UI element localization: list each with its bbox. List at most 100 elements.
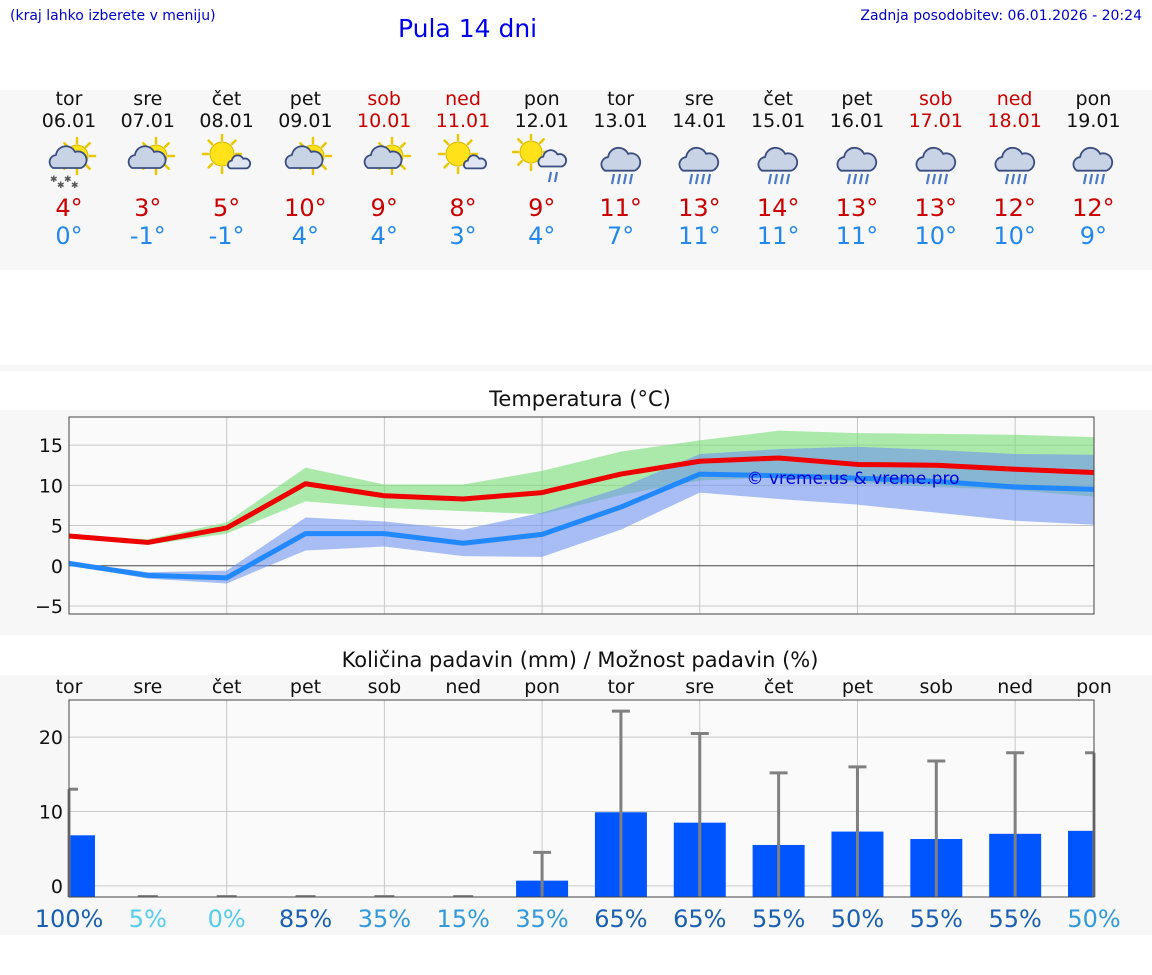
svg-text:✱: ✱ [50,175,58,185]
temp-min: 4° [370,222,398,250]
temp-min: 11° [835,222,879,250]
x-tick-label: pet [290,676,321,698]
range-band-min [69,446,1094,584]
last-updated: Zadnja posodobitev: 06.01.2026 - 20:24 [860,8,1142,24]
day-column: pet 16.01 13° 11° [818,88,896,250]
temp-min: 10° [993,222,1036,250]
day-column: sre 14.01 13° 11° [660,88,738,250]
precip-chart-title: Količina padavin (mm) / Možnost padavin … [341,648,819,672]
temp-min: 10° [914,222,958,250]
temp-max: 10° [284,194,327,222]
precip-chance-label: 65% [673,905,726,933]
daily-forecast: tor 06.01 ✱ ✱ ✱ ✱ 4° 0° sre 07.01 3° -1° čet 08.01 5° -… [30,88,1152,258]
precip-bar [1068,830,1094,897]
day-name: pet [289,88,321,110]
day-date: 08.01 [199,110,254,132]
sunny-small-cloud-icon [437,133,487,175]
x-tick-label: pon [524,676,560,698]
y-tick-label: 15 [39,435,63,457]
y-tick-label: −5 [35,596,63,618]
day-name: pet [841,88,873,110]
day-column: sre 07.01 3° -1° [109,88,187,250]
day-name: pon [523,88,560,110]
precip-chance-label: 65% [594,905,647,933]
y-tick-label: 0 [51,876,63,898]
precip-bar [69,835,95,897]
temp-max: 8° [449,194,477,222]
x-tick-label: pon [1076,676,1112,698]
day-date: 10.01 [356,110,412,132]
day-column: ned 18.01 12° 10° [976,88,1054,250]
precip-chance-label: 0% [208,905,246,933]
y-tick-label: 0 [51,556,63,578]
day-date: 13.01 [593,110,648,132]
series-line-max [68,455,1095,545]
x-tick-label: ned [445,676,481,698]
day-name: sob [367,88,401,110]
day-date: 06.01 [41,110,97,132]
temp-max: 11° [599,194,642,222]
day-name: sre [133,88,163,110]
temp-max: 9° [370,194,398,222]
day-date: 14.01 [672,110,727,132]
temp-min: 4° [528,222,556,250]
precip-chance-label: 55% [910,905,963,933]
precip-chance-label: 15% [437,905,490,933]
sun-cloud-rain-icon [511,132,567,183]
day-name: sre [684,88,714,110]
partly-cloudy-icon [285,136,333,176]
x-tick-label: tor [607,676,634,698]
day-date: 07.01 [120,110,175,132]
day-column: pon 12.01 9° 4° [503,88,581,250]
precip-chance-label: 50% [1067,905,1120,933]
cloud-rain-icon [836,146,878,185]
precip-chance-label: 35% [515,905,568,933]
x-tick-label: čet [764,676,794,698]
temp-min: 9° [1079,222,1108,250]
x-tick-label: tor [56,676,83,698]
partly-cloudy-icon [363,136,412,176]
plot-frame [68,416,1095,615]
x-tick-label: čet [212,676,242,698]
day-column: ned 11.01 8° 3° [424,88,502,250]
day-date: 17.01 [908,110,963,132]
temperature-chart: −5 0 5 10 15 © vreme.us & vreme.pro [35,416,1095,618]
day-column: tor 06.01 ✱ ✱ ✱ ✱ 4° 0° [30,88,108,250]
day-name: sob [919,88,953,110]
temp-max: 12° [1072,194,1115,222]
cloud-rain-icon [994,146,1035,185]
svg-text:✱: ✱ [57,181,65,191]
plot-frame [68,699,1095,898]
day-name: ned [996,88,1033,110]
cloud-rain-icon [1072,146,1114,185]
x-tick-label: sre [685,676,714,698]
day-name: pon [1075,88,1112,110]
temp-min: -1° [129,222,166,250]
day-name: tor [55,88,83,110]
precip-chance-label: 55% [752,905,805,933]
svg-text:✱: ✱ [71,181,79,191]
temp-max: 13° [678,194,721,222]
location-menu-hint[interactable]: (kraj lahko izberete v meniju) [10,8,216,24]
precip-chance-label: 85% [279,905,332,933]
y-tick-label: 5 [51,516,63,538]
x-tick-label: ned [997,676,1033,698]
svg-text:✱: ✱ [64,175,72,185]
day-date: 15.01 [750,110,806,132]
day-column: čet 08.01 5° -1° [188,88,266,250]
temp-min: 11° [756,222,800,250]
day-name: čet [211,88,242,110]
precip-chance-label: 35% [358,905,411,933]
cloud-rain-icon [600,146,641,185]
x-tick-label: sob [920,676,954,698]
precip-chance-label: 100% [35,905,104,933]
sunny-small-cloud-icon [201,133,251,175]
watermark: © vreme.us & vreme.pro [746,469,959,489]
day-name: čet [763,88,793,110]
precipitation-chart: tor sre čet pet sob ned pon tor sre čet pet sob ned p… [35,676,1121,933]
day-column: tor 13.01 11° 7° [582,88,660,250]
day-column: pet 09.01 10° 4° [266,88,344,250]
temp-max: 3° [134,194,162,222]
day-date: 19.01 [1066,110,1121,132]
temp-max: 13° [914,194,958,222]
